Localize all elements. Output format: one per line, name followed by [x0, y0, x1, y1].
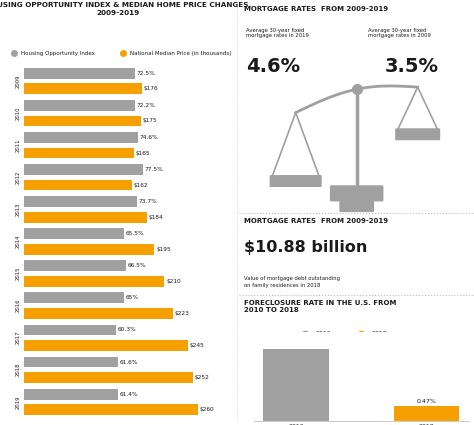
Bar [24, 276, 164, 287]
Bar [24, 389, 118, 399]
Bar [24, 212, 147, 223]
Text: 2010: 2010 [316, 331, 331, 336]
Text: 2018: 2018 [16, 363, 21, 377]
Text: National Median Price (in thousands): National Median Price (in thousands) [130, 51, 231, 56]
Text: 72.2%: 72.2% [137, 103, 155, 108]
Text: Value of mortgage debt outstanding
on family residences in 2018: Value of mortgage debt outstanding on fa… [244, 276, 340, 288]
Bar [24, 132, 138, 143]
Bar [264, 349, 329, 421]
Text: $195: $195 [156, 246, 171, 252]
Bar [24, 228, 124, 239]
Bar [24, 340, 188, 351]
Text: $165: $165 [136, 150, 151, 156]
Text: 2011: 2011 [16, 139, 21, 152]
Text: $245: $245 [190, 343, 204, 348]
Bar [24, 100, 135, 111]
Bar [24, 292, 124, 303]
Bar [24, 68, 135, 79]
Text: 60.3%: 60.3% [118, 327, 137, 332]
Bar [394, 406, 459, 421]
Bar [24, 180, 132, 190]
Text: MORTGAGE RATES  FROM 2009-2019: MORTGAGE RATES FROM 2009-2019 [244, 6, 388, 12]
FancyBboxPatch shape [330, 185, 383, 201]
Bar [24, 147, 134, 159]
Bar [24, 308, 173, 319]
Text: $223: $223 [175, 311, 190, 316]
Text: 2018: 2018 [372, 331, 388, 336]
Text: 2019: 2019 [16, 395, 21, 408]
Text: $175: $175 [143, 119, 157, 123]
Text: 72.5%: 72.5% [137, 71, 155, 76]
Text: 2013: 2013 [16, 203, 21, 216]
Bar [24, 404, 198, 415]
FancyBboxPatch shape [395, 128, 440, 140]
Text: 2010: 2010 [16, 106, 21, 120]
Text: 65%: 65% [125, 295, 138, 300]
Text: $176: $176 [144, 86, 158, 91]
Text: 2014: 2014 [16, 235, 21, 248]
Bar [24, 244, 155, 255]
Text: 66.5%: 66.5% [128, 264, 146, 268]
Text: $10.88 billion: $10.88 billion [244, 240, 367, 255]
Text: 2009: 2009 [16, 74, 21, 88]
Text: 3.5%: 3.5% [385, 57, 439, 76]
Text: $162: $162 [134, 183, 149, 187]
Text: 4.6%: 4.6% [246, 57, 301, 76]
Text: 0.47%: 0.47% [417, 400, 437, 405]
Bar [24, 164, 143, 175]
Text: HOUSING OPPORTUNITY INDEX & MEDIAN HOME PRICE CHANGES,
2009-2019: HOUSING OPPORTUNITY INDEX & MEDIAN HOME … [0, 2, 252, 16]
Bar [24, 196, 137, 207]
Text: $252: $252 [194, 375, 209, 380]
Text: 61.4%: 61.4% [120, 391, 138, 397]
Bar [24, 261, 126, 271]
FancyBboxPatch shape [339, 197, 374, 212]
Bar [24, 357, 119, 368]
Text: Average 30-year fixed
mortgage rates in 2009: Average 30-year fixed mortgage rates in … [368, 28, 431, 38]
Bar [24, 325, 116, 335]
Text: $184: $184 [149, 215, 164, 220]
Bar [24, 372, 192, 383]
Text: $210: $210 [166, 279, 181, 284]
Text: 74.6%: 74.6% [140, 135, 159, 140]
Text: 2012: 2012 [16, 170, 21, 184]
Text: Average 30-year fixed
mortgage rates in 2019: Average 30-year fixed mortgage rates in … [246, 28, 309, 38]
Text: 65.5%: 65.5% [126, 231, 145, 236]
Text: 73.7%: 73.7% [138, 199, 157, 204]
Bar [24, 116, 141, 126]
Bar [24, 83, 142, 94]
Text: 77.5%: 77.5% [145, 167, 164, 172]
Text: 2015: 2015 [16, 267, 21, 280]
Text: FORECLOSURE RATE IN THE U.S. FROM
2010 TO 2018: FORECLOSURE RATE IN THE U.S. FROM 2010 T… [244, 300, 396, 313]
Text: Housing Opportunity Index: Housing Opportunity Index [21, 51, 94, 56]
Text: 2016: 2016 [16, 299, 21, 312]
Text: 2017: 2017 [16, 331, 21, 344]
Text: 61.6%: 61.6% [120, 360, 138, 365]
Text: MORTGAGE RATES  FROM 2009-2019: MORTGAGE RATES FROM 2009-2019 [244, 218, 388, 224]
Text: $260: $260 [200, 407, 214, 412]
FancyBboxPatch shape [270, 175, 322, 187]
